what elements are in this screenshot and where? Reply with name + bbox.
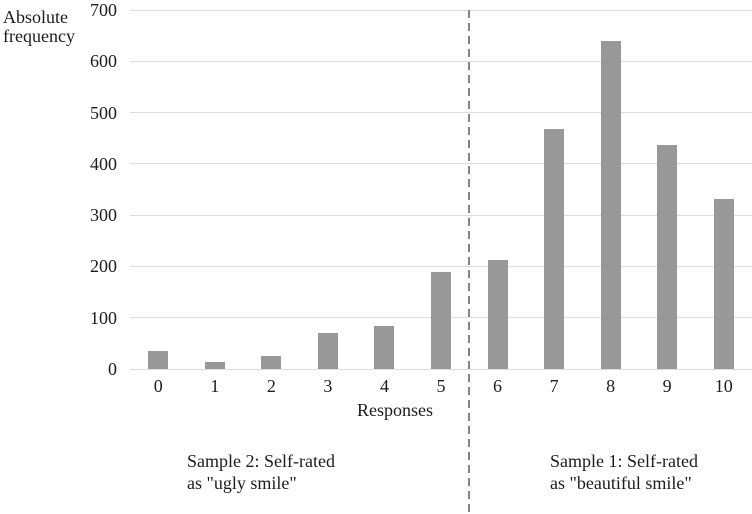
x-tick-label: 9 bbox=[662, 376, 672, 396]
y-tick-label: 300 bbox=[90, 205, 117, 226]
x-tick-label: 0 bbox=[153, 376, 163, 396]
gridline-y-500 bbox=[130, 112, 752, 114]
x-tick-label: 10 bbox=[714, 376, 733, 396]
bar-response-3 bbox=[317, 333, 338, 369]
gridline-y-0 bbox=[130, 368, 752, 370]
bar-response-7 bbox=[544, 129, 565, 369]
x-axis-title: Responses bbox=[357, 400, 433, 420]
bar-response-1 bbox=[204, 362, 225, 369]
group-label-beautiful-smile: Sample 1: Self-rated as "beautiful smile… bbox=[550, 451, 698, 493]
gridline-y-700 bbox=[130, 9, 752, 11]
bar-response-0 bbox=[148, 350, 169, 369]
y-tick-label: 600 bbox=[90, 51, 117, 72]
group-label-ugly-smile: Sample 2: Self-rated as "ugly smile" bbox=[187, 451, 335, 493]
bar-response-9 bbox=[657, 144, 678, 369]
y-tick-label: 700 bbox=[90, 0, 117, 20]
bar-response-2 bbox=[261, 355, 282, 369]
gridline-y-200 bbox=[130, 265, 752, 267]
gridline-y-400 bbox=[130, 163, 752, 165]
bar-response-10 bbox=[713, 199, 734, 369]
x-tick-label: 6 bbox=[493, 376, 503, 396]
x-tick-label: 7 bbox=[549, 376, 559, 396]
y-tick-label: 200 bbox=[90, 256, 117, 277]
x-tick-label: 2 bbox=[266, 376, 276, 396]
y-axis-title: Absolute frequency bbox=[3, 7, 75, 46]
gridline-y-600 bbox=[130, 60, 752, 62]
y-tick-label: 500 bbox=[90, 102, 117, 123]
x-tick-label: 8 bbox=[606, 376, 616, 396]
x-tick-label: 5 bbox=[436, 376, 446, 396]
x-tick-label: 1 bbox=[210, 376, 220, 396]
x-tick-label: 4 bbox=[379, 376, 389, 396]
x-tick-label: 3 bbox=[323, 376, 333, 396]
gridline-y-300 bbox=[130, 214, 752, 216]
bar-response-6 bbox=[487, 260, 508, 369]
bar-response-4 bbox=[374, 326, 395, 369]
sample-separator-dashed-line bbox=[468, 10, 471, 514]
bar-response-8 bbox=[600, 40, 621, 369]
y-tick-label: 0 bbox=[108, 359, 117, 379]
y-tick-label: 400 bbox=[90, 153, 117, 174]
y-tick-label: 100 bbox=[90, 307, 117, 328]
bar-response-5 bbox=[431, 271, 451, 369]
